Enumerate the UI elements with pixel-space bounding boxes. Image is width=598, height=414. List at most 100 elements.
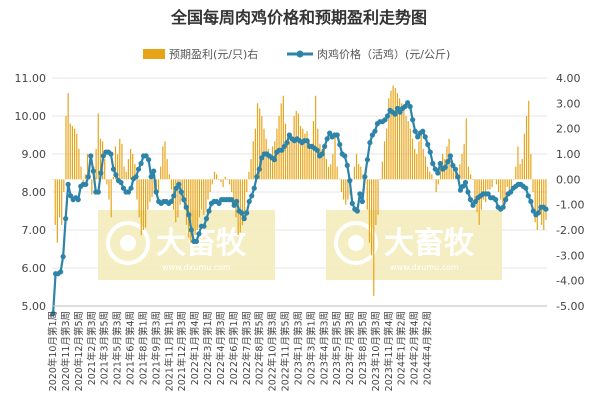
profit-bar	[166, 159, 168, 180]
profit-bar	[220, 179, 222, 182]
profit-bar	[491, 179, 493, 187]
x-tick-label: 2021年6月第4周	[125, 311, 137, 385]
profit-bar	[188, 179, 190, 238]
profit-bar	[523, 133, 525, 180]
price-point	[452, 166, 459, 172]
profit-bar	[545, 179, 547, 220]
profit-bar	[280, 103, 282, 180]
price-point	[327, 130, 333, 136]
price-point	[281, 143, 288, 149]
price-point	[525, 193, 531, 199]
profit-bar	[129, 148, 132, 180]
price-point	[364, 157, 370, 163]
right-axis: -5.00 -4.00 -3.00 -2.00 -1.00 0.00 1.00 2.00 3.0…	[556, 72, 584, 313]
price-point	[500, 204, 506, 210]
price-point	[447, 153, 453, 159]
profit-bar	[71, 126, 74, 180]
profit-bar	[403, 105, 405, 180]
price-point	[108, 151, 114, 157]
x-tick-label: 2024年2月第4周	[409, 311, 421, 385]
price-point	[422, 134, 428, 140]
price-point	[437, 160, 443, 167]
watermark-logo-icon	[334, 221, 378, 265]
price-point	[435, 170, 441, 176]
x-tick-label: 2022年3月第1周	[202, 311, 214, 385]
profit-bar	[106, 179, 108, 185]
profit-bar	[465, 118, 467, 180]
x-tick-label: 2020年12月第5周	[73, 311, 85, 391]
price-point	[58, 269, 64, 275]
price-point	[171, 193, 177, 199]
profit-bar	[541, 179, 543, 225]
price-point	[493, 197, 499, 203]
profit-bar	[302, 128, 304, 180]
price-point	[442, 164, 448, 170]
profit-bar	[308, 141, 310, 180]
profit-bar	[411, 138, 414, 180]
price-point	[460, 183, 466, 189]
price-point	[241, 216, 247, 222]
legend-swatch-bar	[143, 49, 165, 59]
profit-bar	[398, 98, 401, 180]
chart-title: 全国每周肉鸡价格和预期盈利走势图	[170, 8, 427, 27]
price-point	[455, 174, 461, 180]
price-point	[146, 157, 152, 163]
legend-label-bar: 预期盈利(元/只)右	[169, 47, 258, 61]
profit-bar	[226, 179, 228, 180]
profit-bar	[132, 154, 134, 180]
profit-bar	[386, 128, 388, 180]
price-point	[392, 111, 398, 117]
left-tick-label: 9.00	[22, 148, 47, 161]
price-point	[60, 254, 66, 260]
price-point	[432, 166, 438, 172]
price-point	[113, 172, 119, 178]
price-point	[362, 174, 368, 180]
price-point	[88, 153, 94, 159]
price-point	[427, 149, 433, 155]
profit-bar	[429, 171, 431, 180]
price-point	[178, 189, 184, 195]
profit-bar	[181, 179, 183, 200]
profit-bar	[157, 179, 160, 192]
profit-bar	[198, 179, 201, 218]
price-point	[457, 187, 464, 193]
watermark-logo-dot	[348, 235, 364, 251]
price-point	[425, 141, 431, 148]
price-point	[407, 103, 413, 110]
profit-bar	[525, 116, 528, 180]
watermark-logo-icon	[106, 221, 150, 265]
price-point	[188, 227, 194, 233]
profit-bar	[222, 179, 224, 187]
profit-bar	[534, 179, 536, 223]
price-point	[347, 178, 353, 184]
profit-bar	[340, 179, 343, 192]
profit-bar	[67, 93, 69, 180]
price-point	[467, 197, 474, 203]
price-point	[118, 179, 124, 186]
profit-bar	[228, 179, 231, 185]
profit-bar	[513, 179, 515, 180]
profit-bar	[388, 98, 390, 180]
profit-bar	[422, 148, 424, 180]
profit-bar	[248, 171, 250, 180]
profit-bar	[125, 171, 127, 180]
price-point	[181, 197, 187, 203]
price-point	[271, 157, 277, 163]
profit-bar	[80, 166, 82, 180]
x-tick-label: 2021年11月第1周	[163, 311, 175, 391]
profit-bar	[323, 146, 325, 180]
profit-bar	[138, 179, 140, 218]
profit-bar	[521, 159, 523, 180]
profit-bar	[127, 159, 129, 180]
profit-bar	[315, 95, 317, 180]
price-point	[239, 210, 245, 216]
profit-bar	[461, 154, 463, 180]
left-tick-label: 8.00	[22, 186, 47, 199]
profit-bar	[211, 179, 213, 185]
right-tick-label: 4.00	[556, 72, 581, 85]
profit-bar	[489, 179, 491, 190]
price-point	[98, 170, 104, 176]
price-point	[286, 132, 293, 138]
x-tick-label: 2020年10月第1周	[47, 311, 59, 391]
